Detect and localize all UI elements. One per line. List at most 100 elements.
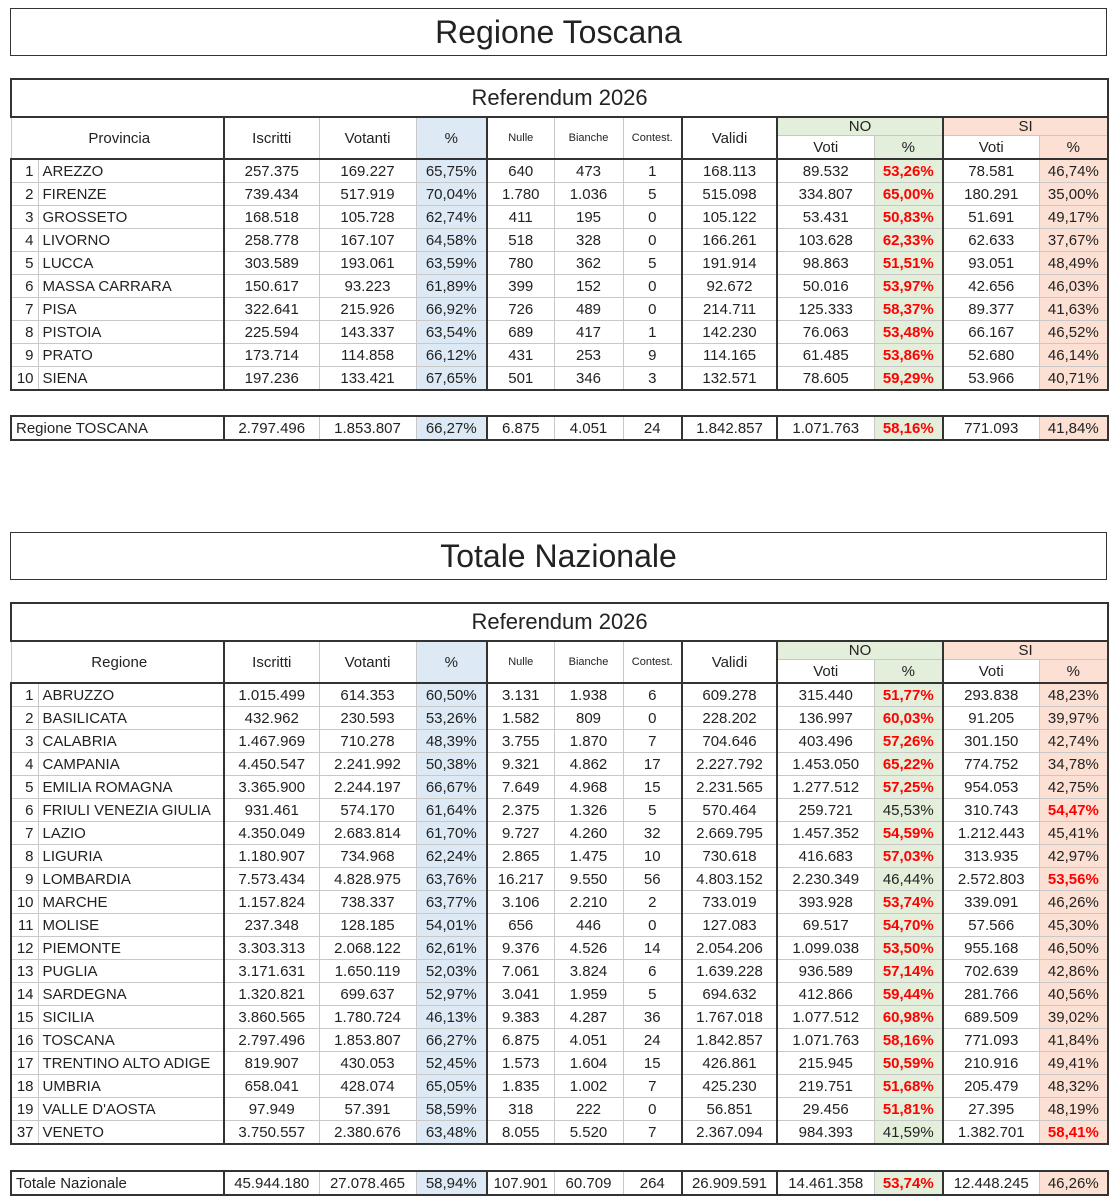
- iscritti: 225.594: [223, 320, 320, 344]
- contestate: 9: [622, 343, 683, 367]
- nulle: 7.649: [486, 775, 555, 799]
- contestate: 56: [622, 867, 683, 891]
- validi: 105.122: [681, 205, 778, 229]
- area-name: VENETO: [37, 1120, 225, 1145]
- row-number: 12: [10, 936, 39, 960]
- si-voti: 52.680: [942, 343, 1040, 367]
- validi: 426.861: [681, 1051, 778, 1075]
- bianche: 1.326: [553, 798, 624, 822]
- header-validi: Validi: [681, 116, 778, 160]
- row-number: 15: [10, 1005, 39, 1029]
- iscritti: 303.589: [223, 251, 320, 275]
- turnout-pct: 62,24%: [415, 844, 488, 868]
- votanti: 738.337: [318, 890, 417, 914]
- contestate: 24: [622, 1028, 683, 1052]
- row-number: 5: [10, 251, 39, 275]
- table-row: 11 MOLISE 237.348 128.185 54,01% 656 446 0 127.0…: [10, 913, 1110, 937]
- votanti: 114.858: [318, 343, 417, 367]
- header-votanti: Votanti: [318, 116, 417, 160]
- no-voti: 136.997: [776, 706, 875, 730]
- contestate: 2: [622, 890, 683, 914]
- nulle: 656: [486, 913, 555, 937]
- no-voti: 1.099.038: [776, 936, 875, 960]
- iscritti: 4.350.049: [223, 821, 320, 845]
- validi: 2.367.094: [681, 1120, 778, 1145]
- header-no: NO: [776, 116, 944, 136]
- bianche: 1.036: [553, 182, 624, 206]
- contestate: 0: [622, 228, 683, 252]
- iscritti: 1.015.499: [223, 682, 320, 707]
- validi: 730.618: [681, 844, 778, 868]
- iscritti: 168.518: [223, 205, 320, 229]
- area-name: CAMPANIA: [37, 752, 225, 776]
- validi: 609.278: [681, 682, 778, 707]
- si-voti: 1.382.701: [942, 1120, 1040, 1145]
- no-voti: 53.431: [776, 205, 875, 229]
- iscritti: 1.467.969: [223, 729, 320, 753]
- total-votanti: 1.853.807: [318, 415, 417, 441]
- header-turnout-pct: %: [415, 116, 488, 160]
- area-name: EMILIA ROMAGNA: [37, 775, 225, 799]
- si-voti: 293.838: [942, 682, 1040, 707]
- turnout-pct: 61,70%: [415, 821, 488, 845]
- total-turnout-pct: 66,27%: [415, 415, 489, 441]
- nulle: 431: [486, 343, 555, 367]
- total-validi: 1.842.857: [681, 415, 779, 441]
- bianche: 346: [553, 366, 624, 391]
- si-voti: 57.566: [942, 913, 1040, 937]
- si-voti: 42.656: [942, 274, 1040, 298]
- si-pct: 48,23%: [1038, 682, 1110, 707]
- row-number: 2: [10, 182, 39, 206]
- no-pct: 59,29%: [873, 366, 944, 391]
- no-voti: 1.071.763: [776, 1028, 875, 1052]
- votanti: 2.683.814: [318, 821, 417, 845]
- nulle: 9.376: [486, 936, 555, 960]
- validi: 733.019: [681, 890, 778, 914]
- turnout-pct: 66,92%: [415, 297, 488, 321]
- nulle: 640: [486, 158, 555, 183]
- contestate: 0: [622, 1097, 683, 1121]
- no-voti: 1.277.512: [776, 775, 875, 799]
- votanti: 614.353: [318, 682, 417, 707]
- contestate: 32: [622, 821, 683, 845]
- contestate: 15: [622, 775, 683, 799]
- table-row: 37 VENETO 3.750.557 2.380.676 63,48% 8.055 5.5…: [10, 1120, 1110, 1145]
- bianche: 2.210: [553, 890, 624, 914]
- iscritti: 7.573.434: [223, 867, 320, 891]
- row-number: 3: [10, 205, 39, 229]
- bianche: 362: [553, 251, 624, 275]
- bianche: 9.550: [553, 867, 624, 891]
- no-pct: 60,98%: [873, 1005, 944, 1029]
- table-row: 1 ABRUZZO 1.015.499 614.353 60,50% 3.131 1.938…: [10, 682, 1110, 707]
- table-row: 8 LIGURIA 1.180.907 734.968 62,24% 2.865 1.475…: [10, 844, 1110, 868]
- no-pct: 46,44%: [873, 867, 944, 891]
- total-row: Regione TOSCANA 2.797.496 1.853.807 66,27% 6…: [9, 415, 1110, 441]
- si-voti: 27.395: [942, 1097, 1040, 1121]
- nulle: 9.727: [486, 821, 555, 845]
- row-number: 6: [10, 274, 39, 298]
- turnout-pct: 48,39%: [415, 729, 488, 753]
- turnout-pct: 70,04%: [415, 182, 488, 206]
- row-number: 4: [10, 752, 39, 776]
- contestate: 0: [622, 913, 683, 937]
- table-row: 5 EMILIA ROMAGNA 3.365.900 2.244.197 66,67% 7…: [10, 775, 1110, 799]
- validi: 214.711: [681, 297, 778, 321]
- row-number: 1: [10, 682, 39, 707]
- no-pct: 57,03%: [873, 844, 944, 868]
- si-pct: 46,14%: [1038, 343, 1110, 367]
- header-nulle: Nulle: [486, 116, 555, 160]
- no-pct: 50,83%: [873, 205, 944, 229]
- votanti: 230.593: [318, 706, 417, 730]
- no-voti: 1.453.050: [776, 752, 875, 776]
- no-pct: 60,03%: [873, 706, 944, 730]
- table-row: 12 PIEMONTE 3.303.313 2.068.122 62,61% 9.376 4…: [10, 936, 1110, 960]
- contestate: 7: [622, 1074, 683, 1098]
- contestate: 15: [622, 1051, 683, 1075]
- area-name: AREZZO: [37, 158, 225, 183]
- votanti: 574.170: [318, 798, 417, 822]
- area-name: PIEMONTE: [37, 936, 225, 960]
- table-row: 4 CAMPANIA 4.450.547 2.241.992 50,38% 9.321 4.…: [10, 752, 1110, 776]
- votanti: 215.926: [318, 297, 417, 321]
- area-name: UMBRIA: [37, 1074, 225, 1098]
- si-pct: 34,78%: [1038, 752, 1110, 776]
